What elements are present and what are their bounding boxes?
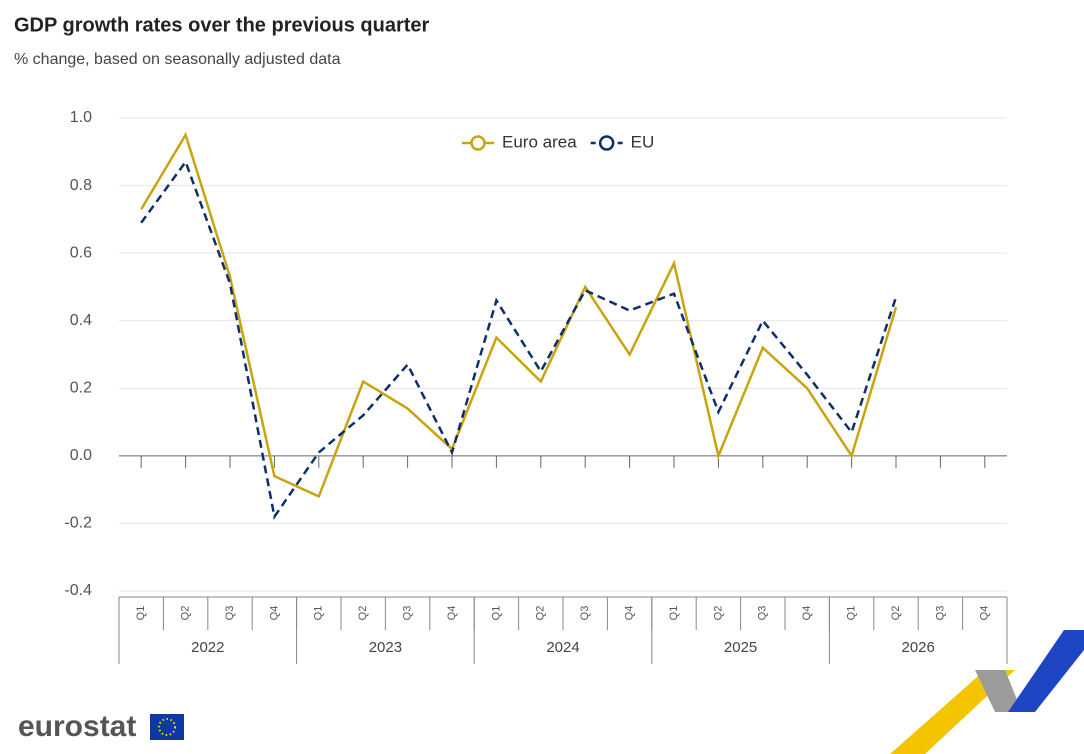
swoosh-yellow: [890, 670, 1015, 754]
y-tick-label: 0.8: [70, 177, 92, 194]
x-tick-label: Q2: [890, 606, 902, 621]
x-tick-label: Q3: [757, 606, 769, 621]
legend: Euro area EU: [462, 132, 654, 151]
swoosh-grey: [975, 670, 1022, 712]
x-tick-label: Q3: [224, 606, 236, 621]
chart-title: GDP growth rates over the previous quart…: [14, 14, 430, 36]
y-tick-label: -0.2: [64, 515, 92, 532]
eu-stars: [158, 718, 176, 736]
logo: eurostat: [18, 710, 136, 743]
x-tick-label: Q2: [712, 606, 724, 621]
y-tick-label: 0.4: [70, 312, 92, 329]
y-tick-label: -0.4: [64, 582, 92, 599]
x-tick-label: Q4: [446, 606, 458, 621]
x-tick-label: Q1: [135, 606, 147, 621]
legend-item[interactable]: EU: [590, 132, 655, 151]
x-tick-label: Q4: [268, 606, 280, 621]
group-label: 2024: [546, 639, 579, 656]
x-tick-label: Q4: [979, 606, 991, 621]
x-tick-label: Q1: [490, 606, 502, 621]
y-tick-label: 0.2: [70, 380, 92, 397]
x-tick-label: Q4: [624, 606, 636, 621]
swoosh-blue: [1008, 630, 1084, 712]
y-tick-label: 0.6: [70, 244, 92, 261]
group-label: 2023: [369, 639, 402, 656]
x-tick-label: Q1: [846, 606, 858, 621]
chart-subtitle: % change, based on seasonally adjusted d…: [14, 51, 341, 68]
y-tick-label: 1.0: [70, 109, 92, 126]
series-line: [140, 159, 898, 520]
x-tick-label: Q3: [402, 606, 414, 621]
x-tick-label: Q3: [934, 606, 946, 621]
group-label: 2026: [902, 639, 935, 656]
legend-marker: [598, 135, 615, 151]
legend-marker: [470, 135, 486, 151]
x-tick-label: Q1: [668, 606, 680, 621]
x-tick-label: Q3: [579, 606, 591, 621]
legend-label: Euro area: [502, 132, 577, 151]
eu-flag: [150, 714, 184, 740]
x-tick-label: Q2: [180, 606, 192, 621]
legend-item[interactable]: Euro area: [462, 132, 577, 151]
y-tick-label: 0.0: [70, 447, 92, 464]
x-tick-label: Q1: [313, 606, 325, 621]
x-tick-label: Q2: [357, 606, 369, 621]
x-tick-label: Q2: [535, 606, 547, 621]
group-label: 2022: [191, 639, 224, 656]
branding: [150, 630, 1084, 754]
group-label: 2025: [724, 639, 757, 656]
series-line: [140, 131, 898, 499]
legend-label: EU: [631, 132, 655, 151]
x-tick-label: Q4: [801, 606, 813, 621]
